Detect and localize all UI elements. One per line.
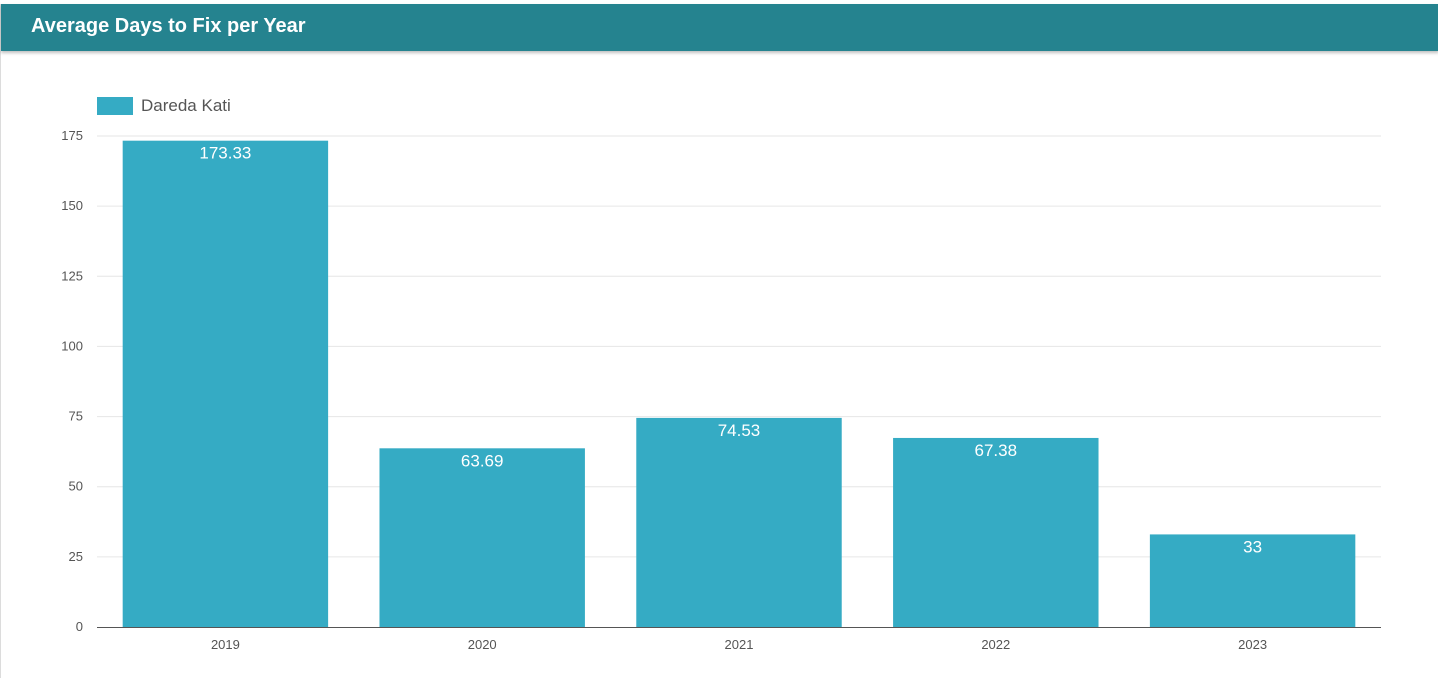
bar-value-label: 74.53 [718, 421, 761, 440]
x-tick-label: 2020 [468, 637, 497, 652]
x-tick-label: 2022 [981, 637, 1010, 652]
bar-value-label: 67.38 [975, 441, 1018, 460]
panel-title: Average Days to Fix per Year [31, 15, 306, 37]
x-tick-label: 2021 [725, 637, 754, 652]
legend-label: Dareda Kati [141, 96, 231, 115]
x-tick-label: 2023 [1238, 637, 1267, 652]
y-tick-label: 175 [61, 128, 83, 143]
bar [636, 417, 842, 627]
bar [379, 448, 585, 627]
bar [122, 140, 329, 627]
y-tick-label: 150 [61, 198, 83, 213]
y-tick-label: 75 [69, 409, 83, 424]
chart-legend: Dareda Kati [97, 96, 231, 116]
bar-value-label: 33 [1243, 537, 1262, 556]
legend-swatch [97, 97, 133, 115]
y-tick-label: 25 [69, 549, 83, 564]
y-tick-label: 50 [69, 479, 83, 494]
x-tick-label: 2019 [211, 637, 240, 652]
panel-header: Average Days to Fix per Year [1, 4, 1438, 51]
y-tick-label: 0 [76, 619, 83, 634]
y-tick-label: 125 [61, 268, 83, 283]
bar [1149, 534, 1356, 627]
bar-value-label: 173.33 [199, 144, 251, 163]
y-tick-label: 100 [61, 338, 83, 353]
bar-value-label: 63.69 [461, 451, 504, 470]
bar [893, 437, 1099, 627]
